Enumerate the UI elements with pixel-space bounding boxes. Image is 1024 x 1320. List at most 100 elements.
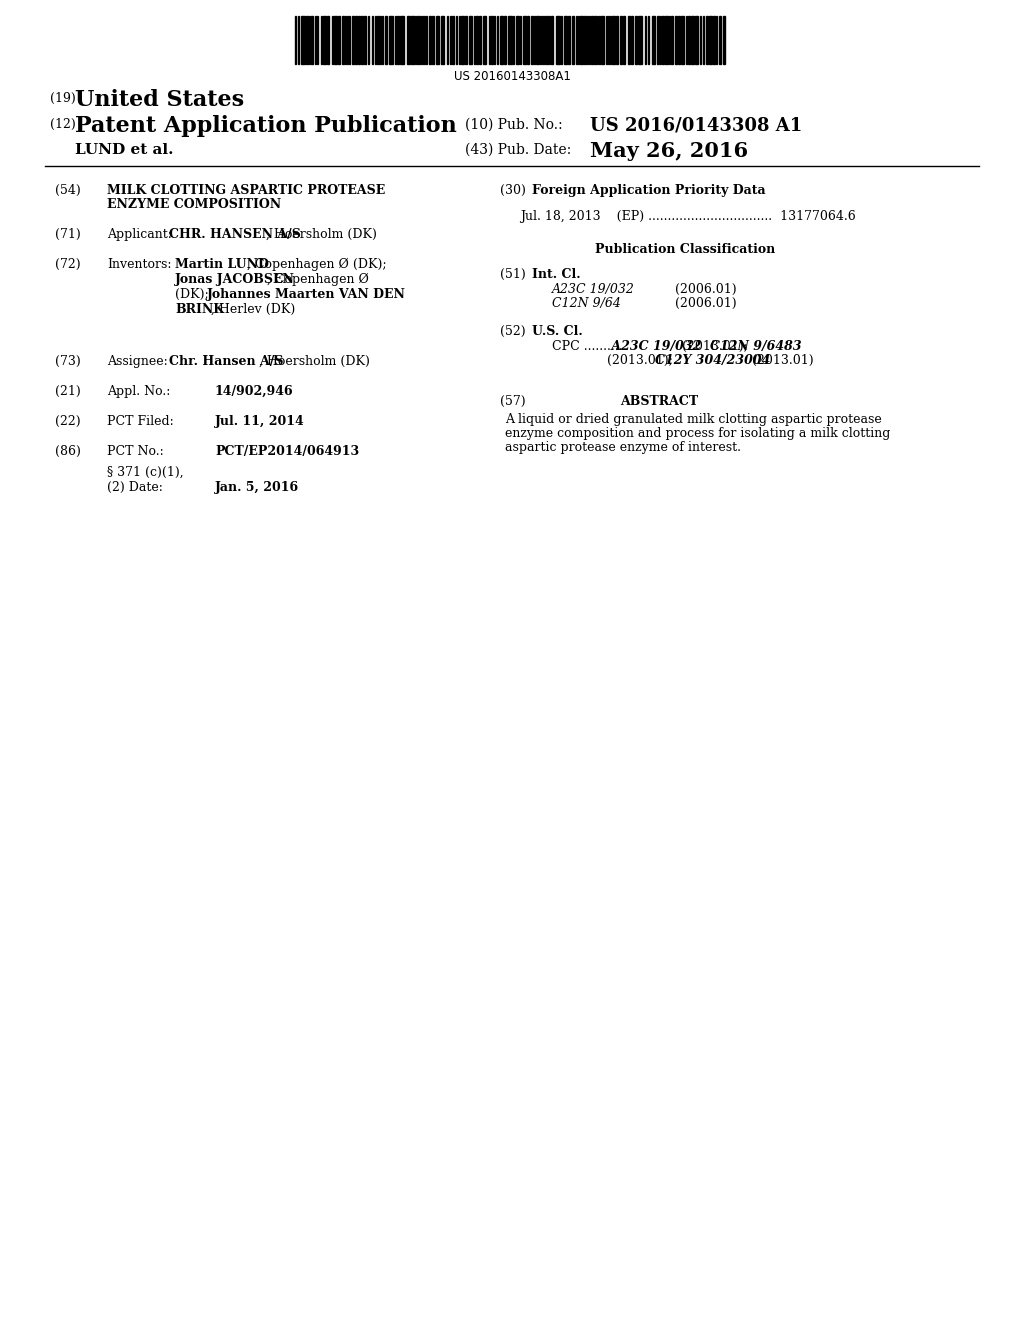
Text: A liquid or dried granulated milk clotting aspartic protease: A liquid or dried granulated milk clotti… [505, 413, 882, 426]
Bar [432, 16, 434, 63]
Bar [713, 16, 715, 63]
Text: Appl. No.:: Appl. No.: [106, 385, 170, 399]
Bar [364, 16, 366, 63]
Bar [628, 16, 630, 63]
Bar [662, 16, 664, 63]
Bar [531, 16, 534, 63]
Text: Applicant:: Applicant: [106, 228, 172, 242]
Bar [671, 16, 673, 63]
Text: C12N 9/6483: C12N 9/6483 [710, 341, 802, 352]
Bar [301, 16, 305, 63]
Bar [551, 16, 553, 63]
Text: United States: United States [75, 88, 244, 111]
Bar [638, 16, 642, 63]
Bar [508, 16, 512, 63]
Text: CPC ..........: CPC .......... [552, 341, 623, 352]
Text: , Copenhagen Ø: , Copenhagen Ø [267, 273, 369, 286]
Bar [516, 16, 519, 63]
Text: § 371 (c)(1),: § 371 (c)(1), [106, 466, 183, 479]
Bar [623, 16, 625, 63]
Text: (86): (86) [55, 445, 81, 458]
Bar [504, 16, 506, 63]
Text: A23C 19/032: A23C 19/032 [552, 282, 635, 296]
Text: Martin LUND: Martin LUND [175, 257, 269, 271]
Bar [436, 16, 439, 63]
Bar [385, 16, 387, 63]
Text: Assignee:: Assignee: [106, 355, 168, 368]
Text: (12): (12) [50, 117, 76, 131]
Text: Inventors:: Inventors: [106, 257, 171, 271]
Bar [709, 16, 712, 63]
Text: , Hoersholm (DK): , Hoersholm (DK) [259, 355, 370, 368]
Bar [476, 16, 478, 63]
Bar [681, 16, 684, 63]
Bar [564, 16, 567, 63]
Bar [527, 16, 529, 63]
Bar [723, 16, 725, 63]
Bar [311, 16, 313, 63]
Text: US 20160143308A1: US 20160143308A1 [454, 70, 570, 83]
Bar [631, 16, 633, 63]
Bar [358, 16, 360, 63]
Bar [719, 16, 721, 63]
Text: (52): (52) [500, 325, 525, 338]
Text: Int. Cl.: Int. Cl. [532, 268, 581, 281]
Bar [688, 16, 690, 63]
Bar [665, 16, 668, 63]
Text: A23C 19/032: A23C 19/032 [607, 341, 701, 352]
Text: (2013.01): (2013.01) [748, 354, 814, 367]
Text: Foreign Application Priority Data: Foreign Application Priority Data [532, 183, 766, 197]
Text: (2006.01): (2006.01) [675, 282, 736, 296]
Bar [616, 16, 618, 63]
Bar [500, 16, 503, 63]
Bar [657, 16, 659, 63]
Bar [397, 16, 399, 63]
Bar [327, 16, 329, 63]
Bar [523, 16, 526, 63]
Text: Johannes Maarten VAN DEN: Johannes Maarten VAN DEN [207, 288, 406, 301]
Text: (51): (51) [500, 268, 525, 281]
Bar [461, 16, 464, 63]
Bar [678, 16, 680, 63]
Bar [546, 16, 548, 63]
Text: (30): (30) [500, 183, 526, 197]
Bar [452, 16, 454, 63]
Bar [620, 16, 622, 63]
Text: C12Y 304/23004: C12Y 304/23004 [655, 354, 770, 367]
Bar [584, 16, 586, 63]
Bar [352, 16, 354, 63]
Text: (19): (19) [50, 92, 76, 106]
Bar [441, 16, 444, 63]
Text: (10) Pub. No.:: (10) Pub. No.: [465, 117, 562, 132]
Bar [411, 16, 414, 63]
Bar [355, 16, 357, 63]
Text: (71): (71) [55, 228, 81, 242]
Bar [483, 16, 486, 63]
Text: C12N 9/64: C12N 9/64 [552, 297, 621, 310]
Text: Jonas JACOBSEN: Jonas JACOBSEN [175, 273, 295, 286]
Text: PCT/EP2014/064913: PCT/EP2014/064913 [215, 445, 359, 458]
Text: (73): (73) [55, 355, 81, 368]
Text: Chr. Hansen A/S: Chr. Hansen A/S [169, 355, 284, 368]
Text: PCT No.:: PCT No.: [106, 445, 164, 458]
Bar [338, 16, 340, 63]
Bar [361, 16, 362, 63]
Text: (2) Date:: (2) Date: [106, 480, 163, 494]
Bar [594, 16, 596, 63]
Bar [417, 16, 419, 63]
Bar [635, 16, 637, 63]
Text: ABSTRACT: ABSTRACT [620, 395, 698, 408]
Text: Jul. 18, 2013    (EP) ................................  13177064.6: Jul. 18, 2013 (EP) .....................… [520, 210, 856, 223]
Text: BRINK: BRINK [175, 304, 224, 315]
Bar [400, 16, 404, 63]
Bar [429, 16, 431, 63]
Text: (72): (72) [55, 257, 81, 271]
Bar [323, 16, 326, 63]
Text: (43) Pub. Date:: (43) Pub. Date: [465, 143, 571, 157]
Bar [591, 16, 593, 63]
Bar [572, 16, 574, 63]
Text: (2006.01): (2006.01) [675, 297, 736, 310]
Bar [601, 16, 604, 63]
Text: 14/902,946: 14/902,946 [215, 385, 294, 399]
Text: (DK);: (DK); [175, 288, 213, 301]
